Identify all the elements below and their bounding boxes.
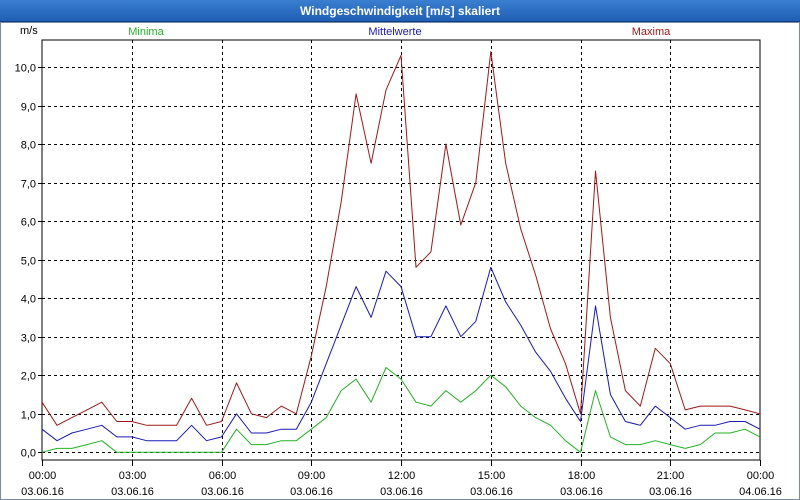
legend-maxima: Maxima [632,26,671,38]
y-tick-label: 6,0 [21,217,36,229]
y-tick-label: 5,0 [21,256,36,268]
x-tick-date-label: 03.06.16 [380,486,423,498]
y-tick-label: 2,0 [21,371,36,383]
x-tick-time-label: 21:00 [657,470,685,482]
series-line-maxima [41,51,761,426]
series-line-minima [41,367,761,453]
y-tick-label: 9,0 [21,102,36,114]
x-tick-time-label: 03:00 [119,470,147,482]
x-tick-time-label: 18:00 [568,470,596,482]
y-tick-label: 7,0 [21,179,36,191]
x-tick-date-label: 03.06.16 [649,486,692,498]
x-tick-time-label: 00:00 [29,470,57,482]
y-tick-label: 3,0 [21,333,36,345]
x-tick-date-label: 03.06.16 [21,486,64,498]
series-line-mittelwerte [41,266,761,442]
x-tick-date-label: 03.06.16 [470,486,513,498]
x-tick-date-label: 03.06.16 [560,486,603,498]
legend-mittelwerte: Mittelwerte [368,26,421,38]
chart-title: Windgeschwindigkeit [m/s] skaliert [0,0,800,22]
y-tick-label: 0,0 [21,448,36,460]
x-tick-time-label: 00:00 [747,470,775,482]
x-tick-date-label: 03.06.16 [201,486,244,498]
x-tick-time-label: 06:00 [209,470,237,482]
x-tick-time-label: 15:00 [478,470,506,482]
x-tick-date-label: 03.06.16 [290,486,333,498]
x-tick-date-label: 03.06.16 [111,486,154,498]
y-tick-label: 10,0 [15,63,36,75]
y-tick-label: 4,0 [21,294,36,306]
y-tick-label: 1,0 [21,410,36,422]
x-tick-time-label: 12:00 [388,470,416,482]
x-tick-date-label: 04.06.16 [739,486,782,498]
y-axis-label: m/s [20,25,38,37]
y-tick-label: 8,0 [21,140,36,152]
legend-minima: Minima [128,26,164,38]
x-tick-time-label: 09:00 [298,470,326,482]
chart-area: 0,0 1,0 2,0 3,0 4,0 5,0 6,0 7,0 8,0 9,0 10,0 00:00 0… [15,25,782,498]
